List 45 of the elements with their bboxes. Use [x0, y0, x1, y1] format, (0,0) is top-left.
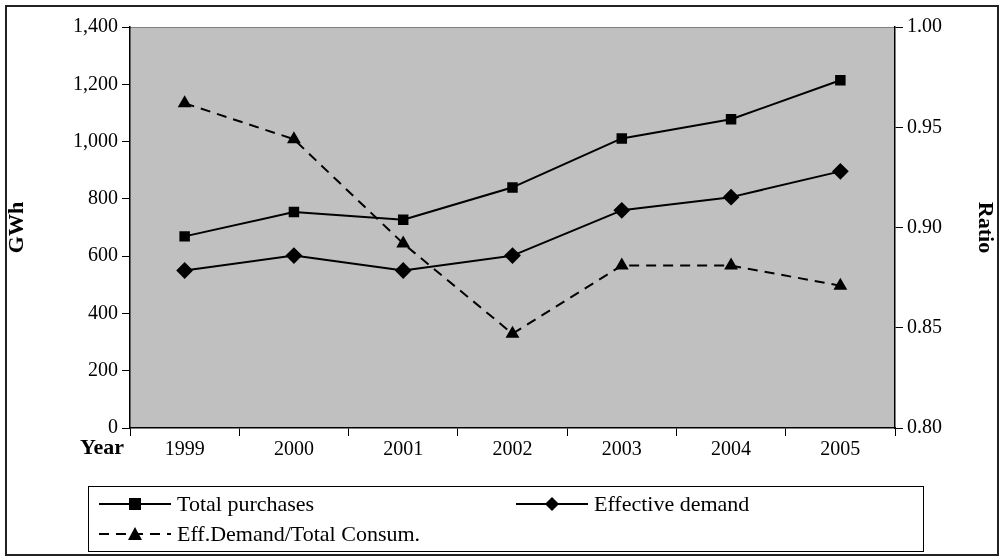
y-tick-label: 800 — [88, 186, 118, 209]
x-tick-label: 2001 — [383, 437, 424, 460]
y-tick-label: 1,000 — [73, 128, 118, 151]
y2-tick-label: 0.95 — [907, 114, 942, 137]
y-tick-label: 200 — [88, 357, 118, 380]
x-tick-label: 1999 — [164, 437, 205, 460]
y2-tick-label: 0.80 — [907, 415, 942, 438]
x-tick-label: 2002 — [492, 437, 533, 460]
legend-label: Effective demand — [594, 491, 750, 517]
legend-label: Eff.Demand/Total Consum. — [177, 521, 421, 547]
point — [613, 202, 630, 219]
x-tick-label: 2005 — [820, 437, 861, 460]
point — [288, 206, 300, 218]
point — [504, 247, 521, 264]
point — [179, 231, 190, 242]
y2-tick-label: 1.00 — [907, 14, 942, 37]
point — [287, 132, 301, 144]
point — [724, 258, 738, 270]
y-tick-label: 1,200 — [73, 71, 118, 94]
point — [397, 214, 409, 226]
point — [397, 236, 410, 248]
y2-tick-label: 0.85 — [907, 315, 942, 337]
y2-tick-label: 0.90 — [907, 214, 942, 237]
point — [834, 278, 847, 290]
y-tick-label: 1,400 — [73, 14, 118, 37]
x-tick-label: 2003 — [601, 437, 642, 460]
point — [723, 189, 740, 206]
y-axis-title: GWh — [2, 201, 28, 254]
y-tick-label: 400 — [88, 300, 118, 323]
x-tick-label: 2004 — [711, 437, 752, 460]
legend-label: Total purchases — [177, 491, 315, 517]
point — [615, 258, 628, 270]
point — [507, 182, 518, 193]
point — [178, 96, 191, 108]
y-tick-label: 600 — [88, 243, 118, 266]
point — [616, 133, 628, 144]
y2-axis-title: Ratio — [974, 201, 1000, 254]
point — [285, 247, 302, 264]
point — [506, 326, 519, 338]
point — [832, 163, 849, 180]
point — [835, 75, 846, 86]
point — [395, 262, 412, 279]
point — [725, 113, 737, 125]
point — [176, 262, 193, 279]
x-tick-label: 2000 — [273, 437, 314, 460]
